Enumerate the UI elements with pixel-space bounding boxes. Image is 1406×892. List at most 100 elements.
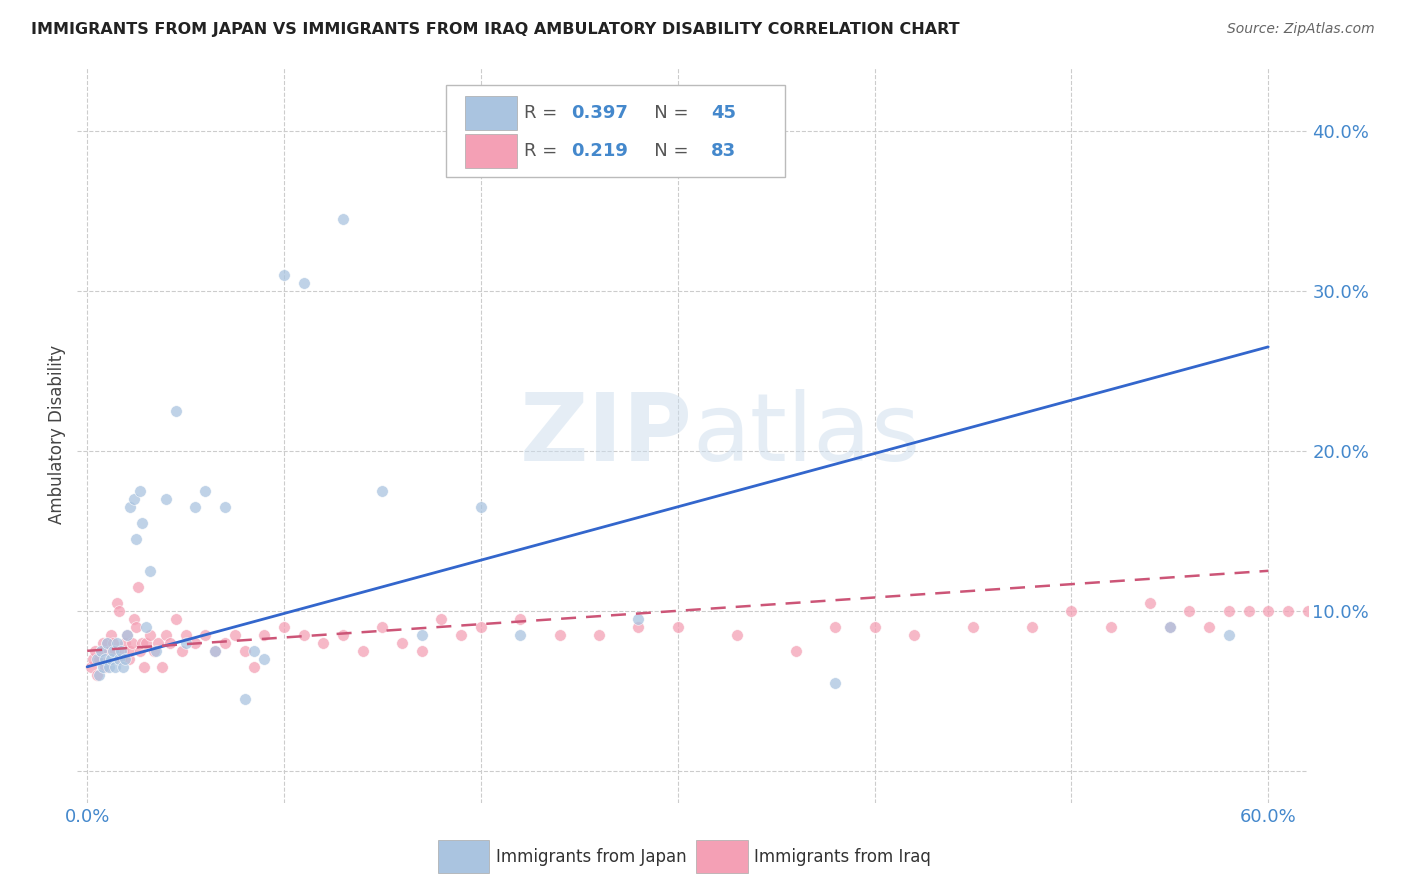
Y-axis label: Ambulatory Disability: Ambulatory Disability [48,345,66,524]
Point [371,483,394,498]
Point [785,644,807,658]
Text: ZIP: ZIP [520,389,693,481]
Point [170,644,193,658]
Point [1277,604,1299,618]
Point [84,644,107,658]
Point [96,636,118,650]
Point [107,604,129,618]
Text: atlas: atlas [693,389,921,481]
Point [1218,628,1240,642]
Point [184,500,207,514]
FancyBboxPatch shape [465,95,516,129]
Point [87,668,110,682]
Point [1021,620,1043,634]
Point [97,660,120,674]
Point [627,612,650,626]
Point [129,483,152,498]
Text: Source: ZipAtlas.com: Source: ZipAtlas.com [1227,22,1375,37]
Point [962,620,984,634]
Point [125,620,148,634]
Text: 0.397: 0.397 [571,103,627,121]
Point [96,636,118,650]
Point [1257,604,1279,618]
Text: R =: R = [524,142,562,160]
Point [129,644,152,658]
Point [273,620,295,634]
Point [131,636,153,650]
Point [165,612,187,626]
Point [1198,620,1220,634]
Point [1237,604,1260,618]
Point [120,644,142,658]
Point [224,628,246,642]
Point [82,652,104,666]
Text: R =: R = [524,103,562,121]
FancyBboxPatch shape [437,839,489,873]
Point [115,628,138,642]
Point [253,628,276,642]
Point [105,596,128,610]
Point [97,644,120,658]
Text: Immigrants from Japan: Immigrants from Japan [496,847,686,865]
Point [1159,620,1181,634]
Point [114,652,136,666]
Point [100,628,122,642]
Point [1355,604,1378,618]
Point [204,644,226,658]
Point [110,652,132,666]
Point [91,660,114,674]
Point [155,628,177,642]
Point [145,644,167,658]
Point [312,636,335,650]
Point [120,500,142,514]
Text: 45: 45 [711,103,735,121]
Point [548,628,571,642]
Point [243,644,266,658]
Point [627,620,650,634]
Point [124,491,146,506]
Point [117,652,139,666]
Point [411,628,433,642]
Text: 0.219: 0.219 [571,142,627,160]
Point [863,620,886,634]
FancyBboxPatch shape [696,839,748,873]
Point [450,628,472,642]
Point [91,636,114,650]
Point [292,276,315,290]
Point [125,532,148,546]
Point [121,636,143,650]
Point [204,644,226,658]
Point [143,644,166,658]
Point [824,620,846,634]
Point [146,636,169,650]
Text: N =: N = [637,103,695,121]
Point [105,636,128,650]
Point [104,644,127,658]
Point [292,628,315,642]
Point [90,644,112,658]
FancyBboxPatch shape [447,86,785,178]
Point [127,580,149,594]
Point [184,636,207,650]
Point [111,660,134,674]
Text: N =: N = [637,142,695,160]
Point [1296,604,1319,618]
Point [391,636,413,650]
Point [1178,604,1201,618]
Point [174,636,197,650]
Point [114,636,136,650]
Point [159,636,181,650]
Point [243,660,266,674]
Text: Immigrants from Iraq: Immigrants from Iraq [754,847,931,865]
Point [470,500,492,514]
Point [233,644,256,658]
Point [150,660,173,674]
Point [1159,620,1181,634]
Point [86,668,108,682]
Point [87,652,110,666]
Point [101,644,124,658]
Point [194,483,217,498]
Point [371,620,394,634]
Point [111,644,134,658]
Point [1218,604,1240,618]
